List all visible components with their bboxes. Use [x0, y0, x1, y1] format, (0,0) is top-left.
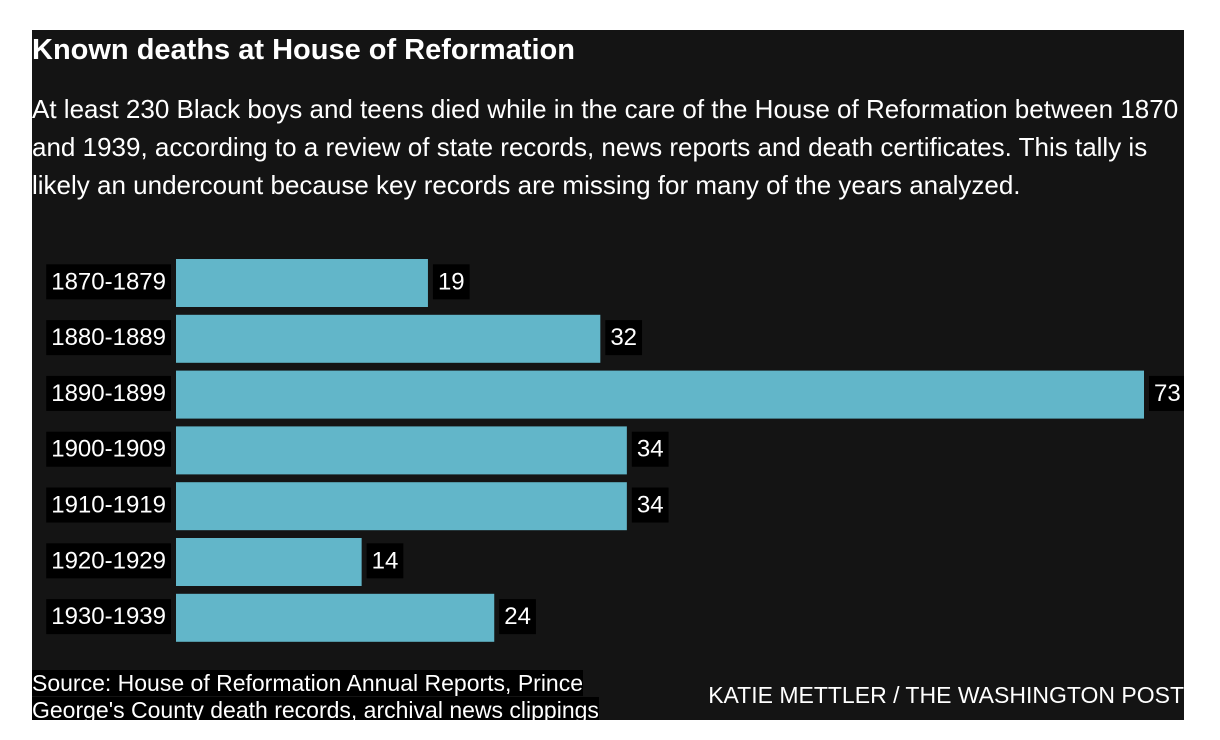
bar [176, 370, 1144, 419]
y-tick-label-group: 1880-1889 [46, 320, 171, 356]
value-label-group: 14 [366, 543, 404, 579]
y-tick-label-group: 1870-1879 [46, 264, 171, 300]
value-label-group: 34 [631, 431, 669, 467]
y-tick-label-background [46, 431, 171, 467]
value-label: 32 [610, 324, 637, 351]
value-label-group: 24 [499, 599, 536, 635]
value-label: 73 [1154, 380, 1181, 407]
value-label-background [631, 487, 669, 523]
value-label: 14 [372, 547, 399, 574]
chart-title: Known deaths at House of Reformation [32, 34, 575, 66]
value-label-background [1149, 375, 1184, 411]
y-tick-label-background [46, 320, 171, 356]
y-tick-label-background [46, 543, 171, 579]
y-tick-label-background [46, 599, 171, 635]
y-tick-label: 1910-1919 [51, 492, 166, 519]
y-tick-label-background [46, 487, 171, 523]
y-tick-label: 1890-1899 [51, 380, 166, 407]
y-tick-label: 1920-1929 [51, 547, 166, 574]
chart: 1870-1879 19 1880-1889 32 1890-1899 73 1900-19… [46, 259, 1184, 642]
bar [176, 593, 495, 642]
value-label-background [432, 264, 470, 300]
source-note: Source: House of Reformation Annual Repo… [32, 670, 642, 720]
y-tick-label: 1870-1879 [51, 268, 166, 295]
y-tick-label: 1880-1889 [51, 324, 166, 351]
bar [176, 314, 601, 363]
y-tick-label-group: 1900-1909 [46, 431, 171, 467]
credit: KATIE METTLER / THE WASHINGTON POST [708, 682, 1184, 708]
y-tick-label: 1900-1909 [51, 436, 166, 463]
y-tick-label-group: 1890-1899 [46, 375, 171, 411]
value-label: 34 [637, 492, 664, 519]
y-tick-label-background [46, 264, 171, 300]
value-label-group: 34 [631, 487, 669, 523]
value-label-background [366, 543, 404, 579]
y-tick-label-background [46, 375, 171, 411]
value-label: 24 [504, 603, 531, 630]
y-tick-label-group: 1930-1939 [46, 599, 171, 635]
value-label-group: 19 [432, 264, 470, 300]
y-tick-label: 1930-1939 [51, 603, 166, 630]
bar [176, 426, 627, 475]
value-label-background [631, 431, 669, 467]
y-tick-label-group: 1920-1929 [46, 543, 171, 579]
value-label: 19 [438, 268, 465, 295]
value-label: 34 [637, 436, 664, 463]
value-label-background [499, 599, 536, 635]
value-label-background [605, 320, 643, 356]
bar [176, 538, 362, 586]
source-text: Source: House of Reformation Annual Repo… [32, 670, 599, 720]
bar [176, 259, 428, 307]
value-label-group: 73 [1149, 375, 1184, 411]
chart-subtitle: At least 230 Black boys and teens died w… [32, 94, 1179, 200]
y-tick-label-group: 1910-1919 [46, 487, 171, 523]
bar [176, 482, 627, 531]
value-label-group: 32 [605, 320, 643, 356]
